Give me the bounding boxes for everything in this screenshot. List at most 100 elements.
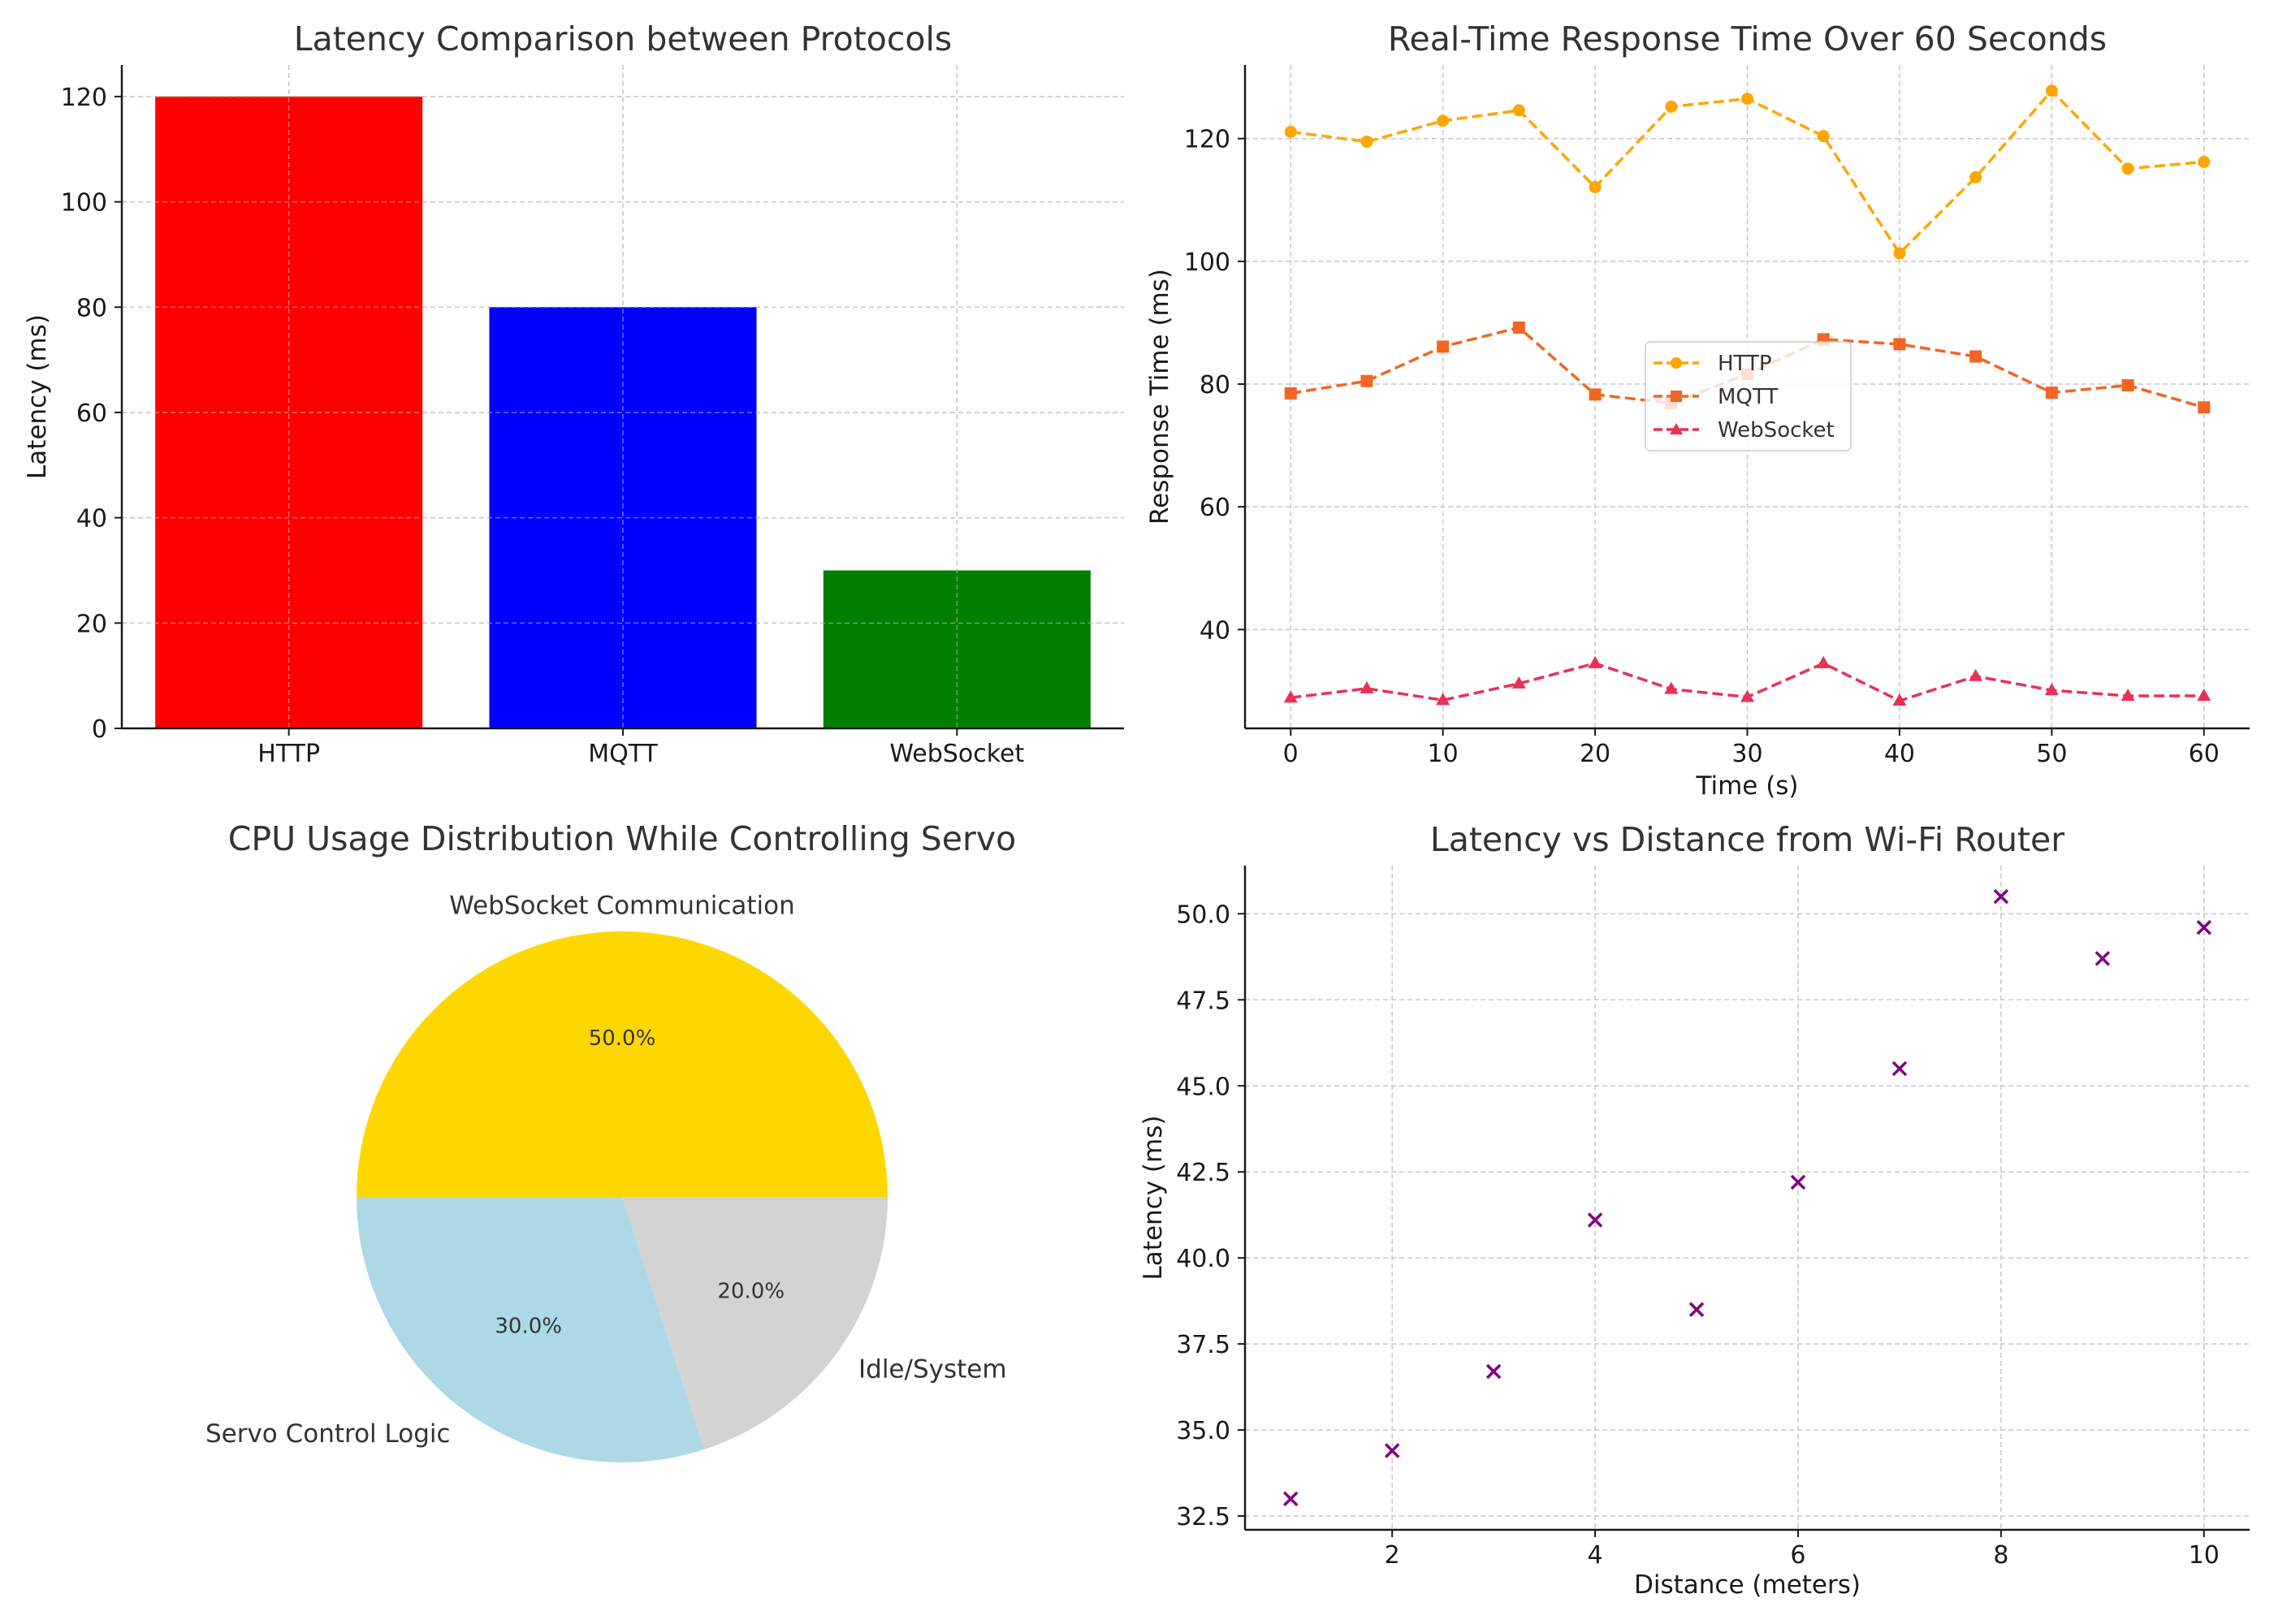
data-point xyxy=(1817,130,1830,143)
point-stroke xyxy=(1282,1491,1299,1507)
data-point xyxy=(2198,401,2211,414)
y-tick-label: 60 xyxy=(76,400,107,428)
y-tick-label: 80 xyxy=(76,294,107,322)
x-tick-label: WebSocket xyxy=(889,740,1024,768)
point-stroke xyxy=(1485,1363,1502,1380)
data-point xyxy=(1360,135,1373,148)
data-point xyxy=(1892,693,1907,706)
data-point xyxy=(1511,676,1526,689)
data-point xyxy=(2095,951,2111,966)
data-point xyxy=(1283,690,1298,703)
data-point xyxy=(1436,693,1450,706)
data-point xyxy=(1589,388,1602,401)
data-point xyxy=(1665,100,1678,113)
data-point xyxy=(1437,114,1450,127)
legend-box xyxy=(1645,341,1852,451)
legend-marker xyxy=(1671,357,1682,369)
pie-slice-3 xyxy=(622,1197,888,1449)
data-point xyxy=(1969,668,1983,681)
pie-percent-label: 20.0% xyxy=(717,1279,785,1303)
data-point xyxy=(2045,84,2058,97)
data-point xyxy=(2044,683,2059,696)
y-axis-label: Response Time (ms) xyxy=(1145,269,1174,525)
data-point xyxy=(1993,888,2009,905)
y-tick-label: 47.5 xyxy=(1176,987,1230,1015)
pie-slice-1 xyxy=(357,931,888,1197)
data-point xyxy=(1741,93,1753,106)
y-tick-label: 100 xyxy=(1184,248,1230,277)
data-point xyxy=(2198,155,2211,168)
legend-marker xyxy=(1670,423,1683,434)
chart-title: Latency vs Distance from Wi-Fi Router xyxy=(1430,820,2064,859)
data-point xyxy=(1969,171,1982,184)
x-tick-label: 10 xyxy=(2189,1541,2220,1570)
legend-marker xyxy=(1671,391,1682,402)
data-point xyxy=(1284,125,1297,138)
x-tick-label: 30 xyxy=(1731,740,1762,768)
data-point xyxy=(1282,1491,1299,1507)
x-tick-label: HTTP xyxy=(257,740,320,768)
pie-slice-label: WebSocket Communication xyxy=(449,891,795,920)
x-tick-label: 40 xyxy=(1884,740,1915,768)
y-tick-label: 40.0 xyxy=(1176,1245,1230,1273)
x-tick-label: 10 xyxy=(1428,740,1459,768)
point-stroke xyxy=(2095,951,2111,966)
x-tick-label: 8 xyxy=(1993,1541,2008,1570)
y-tick-label: 32.5 xyxy=(1176,1503,1230,1531)
y-tick-label: 40 xyxy=(76,505,107,533)
data-point xyxy=(1384,1443,1400,1458)
legend-label: WebSocket xyxy=(1718,418,1835,443)
pie-percent-label: 30.0% xyxy=(495,1315,562,1339)
y-tick-label: 100 xyxy=(61,189,107,218)
data-point xyxy=(1893,338,1906,351)
x-tick-label: 50 xyxy=(2036,740,2067,768)
point-stroke xyxy=(1993,888,2009,905)
pie-slice-label: Idle/System xyxy=(858,1354,1007,1384)
y-tick-label: 35.0 xyxy=(1176,1417,1230,1445)
data-point xyxy=(1664,681,1679,694)
y-tick-label: 80 xyxy=(1200,371,1230,400)
data-point xyxy=(1588,655,1602,668)
data-point xyxy=(1790,1174,1806,1190)
data-point xyxy=(2045,387,2058,400)
data-point xyxy=(1688,1302,1705,1317)
data-point xyxy=(1740,689,1754,702)
data-point xyxy=(1816,655,1831,668)
data-point xyxy=(1437,340,1450,353)
data-point xyxy=(2196,920,2212,935)
data-point xyxy=(2121,688,2135,701)
y-tick-label: 37.5 xyxy=(1176,1331,1230,1359)
data-point xyxy=(1891,1060,1908,1077)
y-tick-label: 120 xyxy=(61,84,107,112)
point-stroke xyxy=(1384,1443,1400,1458)
data-point xyxy=(1587,1212,1603,1228)
y-tick-label: 20 xyxy=(76,610,107,638)
point-stroke xyxy=(1891,1060,1908,1077)
y-tick-label: 42.5 xyxy=(1176,1159,1230,1187)
y-tick-label: 120 xyxy=(1184,126,1230,154)
x-tick-label: 2 xyxy=(1385,1541,1400,1570)
data-point xyxy=(1969,350,1982,363)
x-tick-label: 60 xyxy=(2189,740,2220,768)
pie-slice-2 xyxy=(357,1197,705,1462)
chart-title: Latency Comparison between Protocols xyxy=(294,19,953,58)
data-point xyxy=(1893,247,1906,260)
data-point xyxy=(1512,104,1525,117)
data-point xyxy=(1360,374,1373,387)
x-tick-label: 0 xyxy=(1283,740,1299,768)
data-point xyxy=(1284,387,1297,400)
y-tick-label: 50.0 xyxy=(1176,901,1230,929)
y-tick-label: 0 xyxy=(92,715,107,744)
data-point xyxy=(2121,379,2134,392)
point-stroke xyxy=(1587,1212,1603,1228)
y-axis-label: Latency (ms) xyxy=(23,314,52,479)
x-axis-label: Time (s) xyxy=(1695,771,1798,801)
pie-slice-label: Servo Control Logic xyxy=(205,1419,451,1449)
y-tick-label: 45.0 xyxy=(1176,1073,1230,1101)
x-tick-label: MQTT xyxy=(588,740,658,768)
y-tick-label: 40 xyxy=(1200,616,1230,645)
legend-label: MQTT xyxy=(1718,385,1778,409)
x-tick-label: 6 xyxy=(1790,1541,1805,1570)
x-tick-label: 20 xyxy=(1580,740,1610,768)
